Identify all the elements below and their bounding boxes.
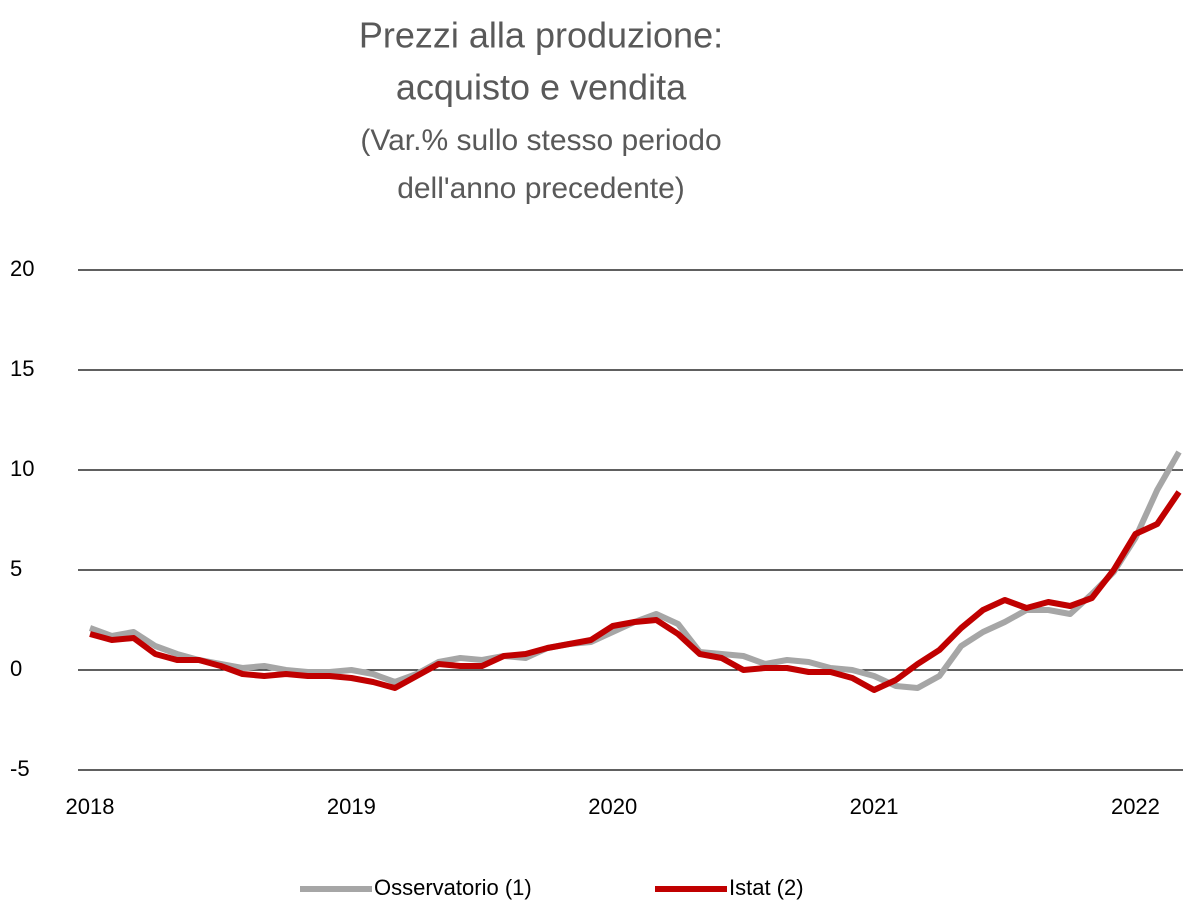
x-tick-label: 2022 xyxy=(1111,794,1160,819)
y-tick-label: -5 xyxy=(10,756,30,781)
chart-subtitle: dell'anno precedente) xyxy=(397,172,685,205)
x-tick-label: 2018 xyxy=(66,794,115,819)
chart-title: Prezzi alla produzione: xyxy=(359,15,723,56)
series-line xyxy=(89,490,1182,693)
chart-title: acquisto e vendita xyxy=(396,67,687,108)
chart-subtitle: (Var.% sullo stesso periodo xyxy=(360,124,721,157)
y-tick-label: 10 xyxy=(10,456,34,481)
y-tick-label: 5 xyxy=(10,556,22,581)
y-tick-label: 0 xyxy=(10,656,22,681)
legend-label: Istat (2) xyxy=(729,875,804,900)
legend-label: Osservatorio (1) xyxy=(374,875,532,900)
x-tick-label: 2020 xyxy=(588,794,637,819)
y-tick-label: 20 xyxy=(10,256,34,281)
x-tick-label: 2021 xyxy=(850,794,899,819)
x-tick-label: 2019 xyxy=(327,794,376,819)
y-tick-label: 15 xyxy=(10,356,34,381)
